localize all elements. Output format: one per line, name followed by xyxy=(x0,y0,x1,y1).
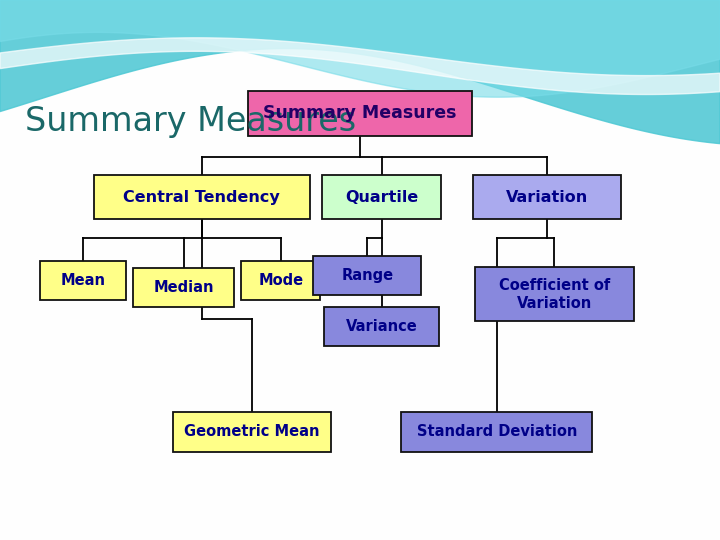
Text: Geometric Mean: Geometric Mean xyxy=(184,424,320,440)
Text: Summary Measures: Summary Measures xyxy=(264,104,456,123)
FancyBboxPatch shape xyxy=(133,268,234,307)
Text: Standard Deviation: Standard Deviation xyxy=(417,424,577,440)
Text: Variation: Variation xyxy=(506,190,588,205)
FancyBboxPatch shape xyxy=(323,175,441,219)
FancyBboxPatch shape xyxy=(40,261,126,300)
FancyBboxPatch shape xyxy=(94,175,310,219)
FancyBboxPatch shape xyxy=(248,91,472,136)
Text: Summary Measures: Summary Measures xyxy=(25,105,356,138)
Text: Coefficient of
Variation: Coefficient of Variation xyxy=(499,278,610,310)
Text: Mode: Mode xyxy=(258,273,303,288)
FancyBboxPatch shape xyxy=(173,411,331,453)
FancyBboxPatch shape xyxy=(475,267,634,321)
FancyBboxPatch shape xyxy=(474,175,621,219)
FancyBboxPatch shape xyxy=(402,411,593,453)
Text: Median: Median xyxy=(153,280,214,295)
Text: Mean: Mean xyxy=(60,273,105,288)
Text: Variance: Variance xyxy=(346,319,418,334)
FancyBboxPatch shape xyxy=(313,256,421,295)
FancyBboxPatch shape xyxy=(324,307,439,346)
Text: Range: Range xyxy=(341,268,393,283)
FancyBboxPatch shape xyxy=(241,261,320,300)
Text: Central Tendency: Central Tendency xyxy=(123,190,280,205)
Text: Quartile: Quartile xyxy=(345,190,418,205)
